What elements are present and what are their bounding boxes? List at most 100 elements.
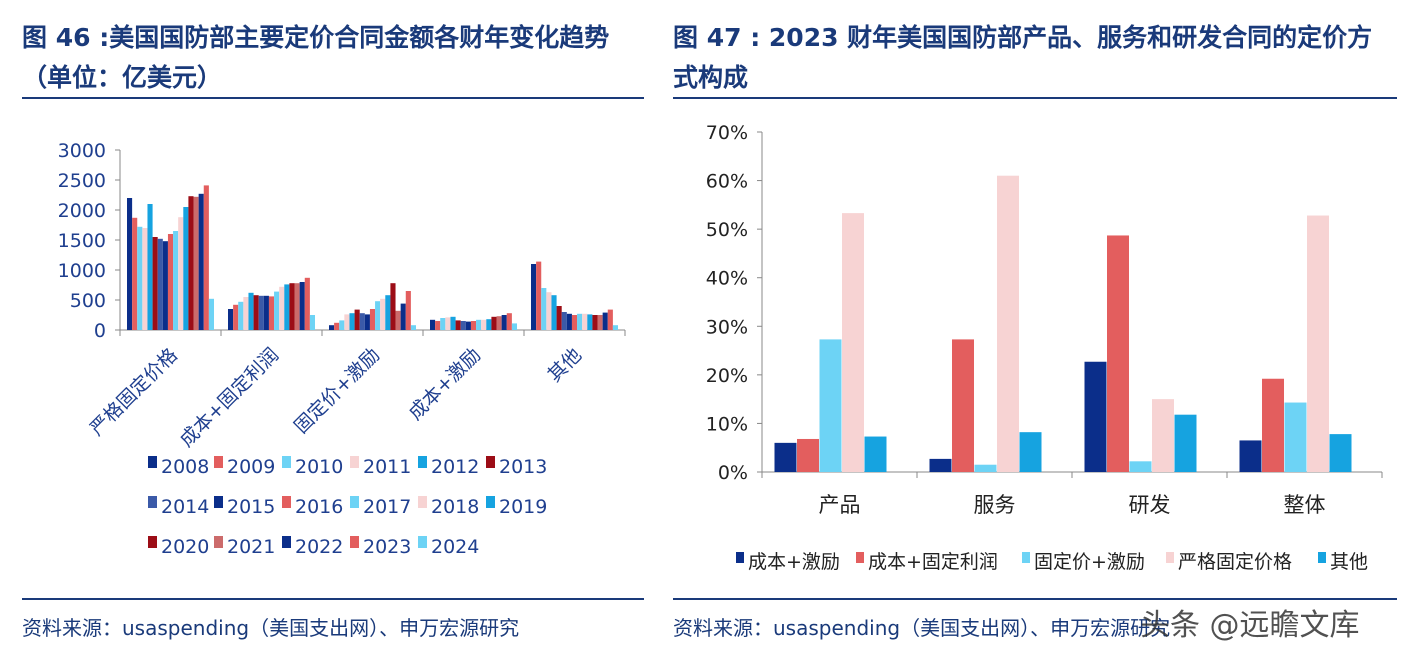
- bar-2014-1: [258, 295, 264, 330]
- bar-成本+固定利润-产品: [797, 438, 819, 472]
- legend-label-2021: 2021: [227, 536, 275, 558]
- legend-label-2009: 2009: [227, 456, 275, 478]
- bar-2023-0: [203, 185, 209, 330]
- y-tick-label: 0%: [718, 462, 748, 484]
- bar-固定价+激励-研发: [1129, 461, 1152, 472]
- legend-swatch-2023: [350, 536, 359, 548]
- legend-swatch-2011: [350, 456, 359, 468]
- watermark-logo: 头条 @远瞻文库: [1140, 608, 1360, 643]
- legend-label-2024: 2024: [431, 536, 479, 558]
- legend-label-2020: 2020: [161, 536, 209, 558]
- bar-2016-1: [268, 296, 275, 330]
- bar-2017-4: [577, 313, 583, 330]
- bar-2024-4: [612, 325, 618, 330]
- bar-2011-3: [445, 317, 451, 330]
- bar-固定价+激励-整体: [1284, 402, 1307, 472]
- legend-swatch-成本+固定利润: [856, 552, 864, 563]
- right-source-rule: [673, 598, 1397, 600]
- bar-2008-2: [329, 325, 335, 330]
- bar-2016-2: [369, 309, 376, 330]
- bar-2016-4: [571, 315, 578, 330]
- bar-2021-1: [294, 283, 300, 330]
- legend-label-2012: 2012: [431, 456, 479, 478]
- bar-2015-1: [263, 295, 269, 330]
- bar-2010-3: [440, 318, 446, 330]
- bar-其他-服务: [1019, 432, 1042, 472]
- bar-2013-1: [253, 295, 259, 330]
- bar-2017-2: [375, 301, 381, 330]
- bar-2008-0: [127, 198, 133, 330]
- legend-swatch-2008: [148, 456, 157, 468]
- bar-2023-3: [506, 313, 512, 330]
- bar-其他-产品: [864, 436, 887, 472]
- bar-2017-1: [274, 291, 280, 330]
- bar-2021-3: [496, 316, 502, 330]
- bar-2009-2: [334, 322, 340, 330]
- bar-2011-0: [142, 228, 148, 330]
- bar-2020-4: [592, 315, 598, 330]
- bar-2018-0: [178, 217, 184, 330]
- x-category-label: 产品: [819, 493, 861, 517]
- bar-2024-3: [511, 323, 517, 330]
- bar-2009-0: [132, 217, 138, 330]
- bar-2014-2: [359, 313, 365, 330]
- bar-2022-1: [299, 282, 305, 330]
- bar-2019-3: [486, 319, 492, 330]
- legend-label-严格固定价格: 严格固定价格: [1178, 551, 1292, 573]
- bar-2010-0: [137, 226, 143, 330]
- legend-label-其他: 其他: [1330, 551, 1368, 573]
- bar-2008-3: [430, 319, 436, 330]
- bar-2019-2: [385, 295, 391, 330]
- left-title-rule: [22, 97, 644, 99]
- bar-2012-0: [147, 204, 153, 330]
- bar-2011-1: [243, 297, 249, 330]
- bar-严格固定价格-整体: [1307, 215, 1329, 473]
- legend-swatch-2014: [148, 496, 157, 508]
- legend-label-2008: 2008: [161, 456, 209, 478]
- legend-swatch-2016: [282, 496, 291, 508]
- left-source-note: 资料来源：usaspending（美国支出网）、申万宏源研究: [22, 616, 520, 640]
- y-tick-label: 20%: [706, 365, 748, 387]
- bar-2009-1: [233, 304, 239, 330]
- bar-2020-2: [390, 283, 396, 330]
- bar-2019-4: [587, 314, 593, 330]
- legend-swatch-2013: [486, 456, 495, 468]
- bar-2008-1: [228, 309, 234, 330]
- legend-swatch-2018: [418, 496, 427, 508]
- bar-2010-4: [541, 288, 547, 330]
- bar-2011-4: [546, 292, 552, 330]
- y-tick-label: 10%: [706, 413, 748, 435]
- bar-2008-4: [531, 264, 537, 330]
- legend-label-2013: 2013: [499, 456, 547, 478]
- y-tick-label: 70%: [706, 122, 748, 144]
- legend-swatch-成本+激励: [736, 552, 744, 563]
- bar-成本+激励-研发: [1084, 361, 1107, 472]
- y-tick-label: 3000: [58, 140, 106, 162]
- bar-2024-0: [208, 298, 214, 330]
- bar-2024-1: [309, 315, 315, 330]
- bar-2015-3: [465, 321, 471, 330]
- bar-2012-2: [349, 313, 355, 330]
- y-tick-label: 500: [70, 290, 106, 312]
- x-category-label: 服务: [974, 493, 1016, 517]
- bar-2022-0: [198, 193, 204, 330]
- bar-严格固定价格-产品: [842, 213, 864, 472]
- legend-swatch-2015: [214, 496, 223, 508]
- y-tick-label: 2000: [58, 200, 106, 222]
- bar-2019-0: [183, 207, 189, 330]
- legend-label-2017: 2017: [363, 496, 411, 518]
- legend-label-2010: 2010: [295, 456, 343, 478]
- bar-固定价+激励-产品: [819, 339, 842, 472]
- bar-2016-0: [167, 234, 174, 330]
- legend-label-2016: 2016: [295, 496, 343, 518]
- bar-2015-0: [162, 241, 168, 330]
- legend-label-成本+激励: 成本+激励: [748, 551, 840, 573]
- y-tick-label: 60%: [706, 171, 748, 193]
- bar-2014-4: [561, 312, 567, 330]
- bar-2015-4: [566, 313, 572, 330]
- legend-swatch-固定价+激励: [1022, 552, 1030, 563]
- right-source-note: 资料来源：usaspending（美国支出网）、申万宏源研究: [673, 616, 1171, 640]
- bar-2020-1: [289, 283, 295, 330]
- y-tick-label: 30%: [706, 316, 748, 338]
